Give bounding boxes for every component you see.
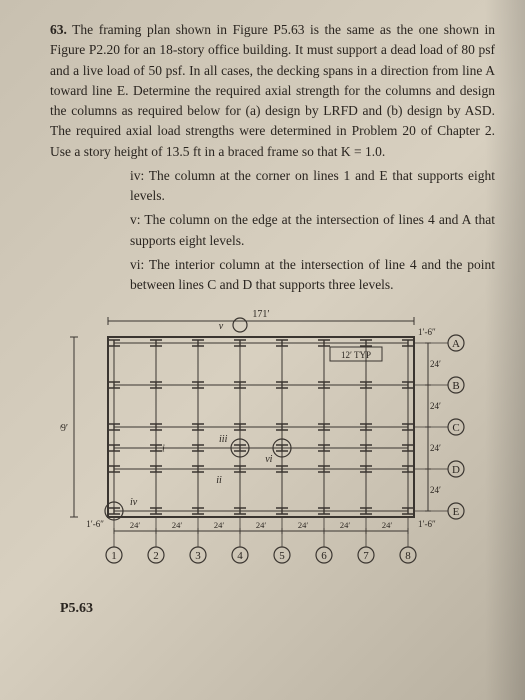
svg-text:8: 8 [405, 550, 411, 562]
svg-text:D: D [452, 464, 460, 476]
svg-text:24′: 24′ [298, 520, 309, 530]
framing-svg: 171′ 99′ A B C D E 24′ 24′ 24′ 24′ 1 2 3 4 5 6 7 8 24′ 24′ 24… [60, 307, 480, 597]
problem-main: 63. The framing plan shown in Figure P5.… [50, 20, 495, 162]
svg-text:171′: 171′ [252, 309, 269, 320]
figure-label: P5.63 [60, 601, 495, 617]
svg-text:ii: ii [216, 475, 222, 486]
svg-text:E: E [453, 506, 460, 518]
svg-text:C: C [452, 422, 459, 434]
svg-text:2: 2 [153, 550, 159, 562]
svg-text:99′: 99′ [60, 423, 68, 434]
item-vi: vi: The interior column at the intersect… [50, 255, 495, 296]
problem-number: 63. [50, 22, 67, 37]
svg-text:v: v [219, 321, 224, 332]
svg-text:24′: 24′ [172, 520, 183, 530]
svg-text:24′: 24′ [256, 520, 267, 530]
svg-text:5: 5 [279, 550, 285, 562]
figure-framing-plan: 171′ 99′ A B C D E 24′ 24′ 24′ 24′ 1 2 3 4 5 6 7 8 24′ 24′ 24… [60, 307, 480, 597]
svg-text:7: 7 [363, 550, 369, 562]
svg-text:3: 3 [195, 550, 201, 562]
item-v: v: The column on the edge at the interse… [50, 210, 495, 251]
item-iv: iv: The column at the corner on lines 1 … [50, 166, 495, 207]
svg-text:iv: iv [130, 497, 138, 508]
svg-text:24′: 24′ [430, 485, 441, 495]
svg-text:24′: 24′ [214, 520, 225, 530]
svg-text:4: 4 [237, 550, 243, 562]
svg-text:1′-6″: 1′-6″ [418, 327, 436, 337]
svg-text:24′: 24′ [430, 401, 441, 411]
svg-text:iii: iii [219, 434, 228, 445]
svg-text:24′: 24′ [340, 520, 351, 530]
svg-text:B: B [452, 380, 459, 392]
page-content: 63. The framing plan shown in Figure P5.… [0, 0, 525, 627]
svg-text:24′: 24′ [430, 443, 441, 453]
problem-body: The framing plan shown in Figure P5.63 i… [50, 22, 495, 159]
svg-text:24′: 24′ [430, 359, 441, 369]
svg-text:1′-6″: 1′-6″ [418, 519, 436, 529]
svg-text:12′ TYP: 12′ TYP [341, 350, 371, 360]
svg-text:1′-6″: 1′-6″ [86, 519, 104, 529]
svg-text:A: A [452, 338, 460, 350]
svg-text:vi: vi [265, 454, 272, 465]
svg-text:24′: 24′ [382, 520, 393, 530]
svg-text:i: i [162, 444, 165, 455]
svg-text:6: 6 [321, 550, 327, 562]
svg-text:24′: 24′ [130, 520, 141, 530]
svg-text:1: 1 [111, 550, 117, 562]
